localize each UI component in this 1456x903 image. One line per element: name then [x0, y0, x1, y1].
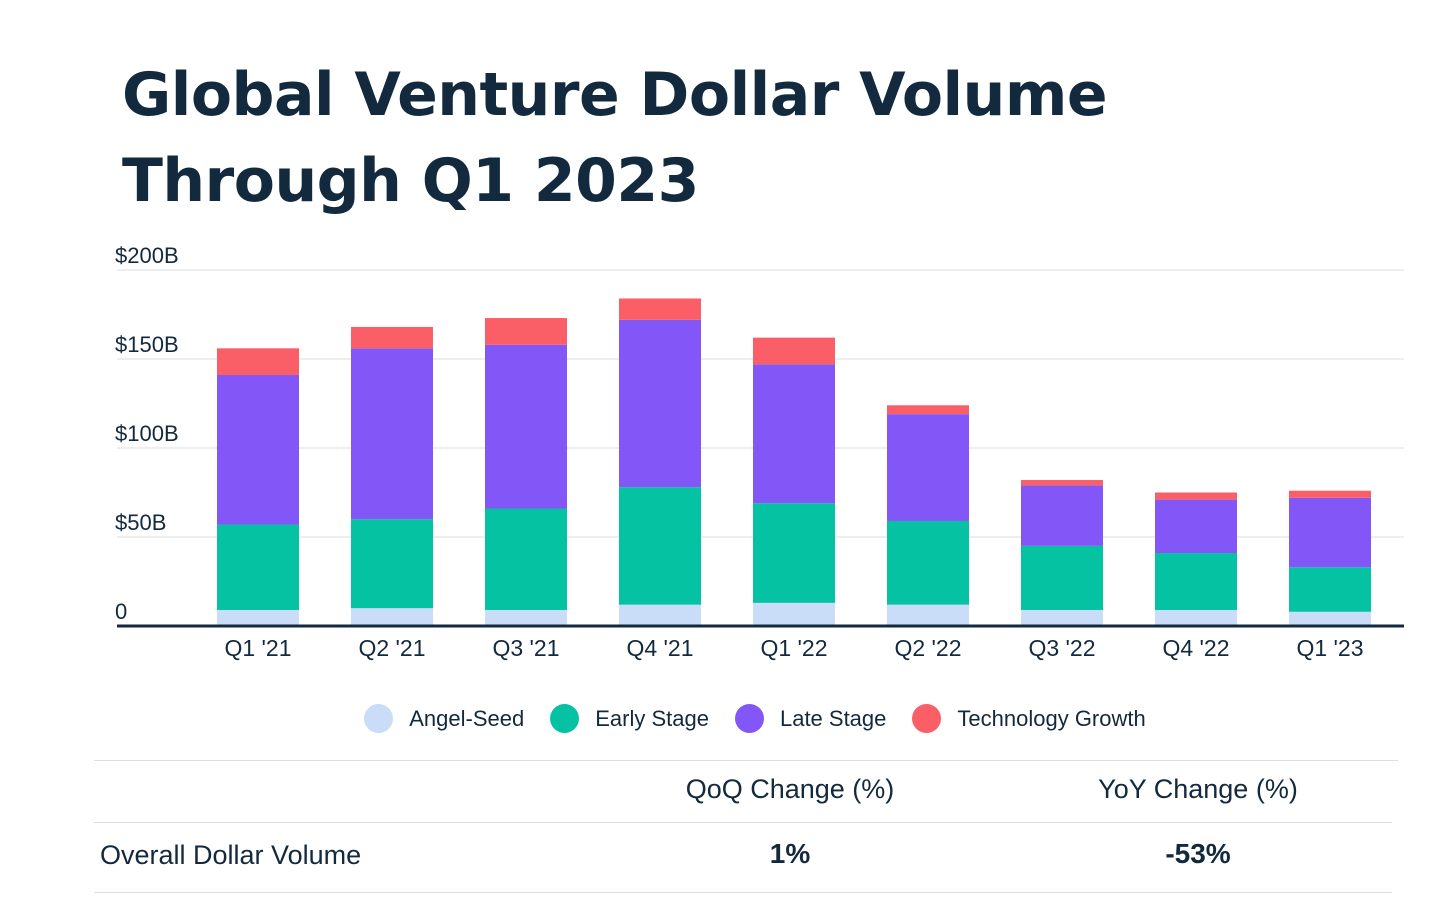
bar-technology-growth-q2-21: [351, 326, 433, 349]
bar-angel-seed-q2-21: [351, 608, 433, 626]
bar-late-stage-q2-21: [351, 348, 433, 520]
yoy-change-value: -53%: [1165, 838, 1231, 869]
table-header-rule: [94, 822, 1392, 823]
bar-stack-q4-22: [1155, 492, 1237, 626]
legend-label-late-stage: Late Stage: [779, 705, 887, 731]
x-tick-label-q3-22: Q3 '22: [1028, 635, 1095, 661]
bar-technology-growth-q4-21: [619, 298, 701, 320]
bar-technology-growth-q1-23: [1289, 490, 1371, 498]
bar-early-stage-q3-21: [485, 508, 567, 610]
bar-early-stage-q2-21: [351, 519, 433, 609]
bar-technology-growth-q3-22: [1021, 480, 1103, 486]
bar-stack-q1-23: [1289, 490, 1371, 626]
bar-stacks: [217, 298, 1371, 626]
bar-late-stage-q4-22: [1155, 499, 1237, 554]
bar-early-stage-q4-21: [619, 487, 701, 605]
legend-swatch-angel-seed: [364, 704, 394, 733]
bar-angel-seed-q1-21: [217, 609, 299, 626]
bar-technology-growth-q2-22: [887, 405, 969, 415]
legend-label-early-stage: Early Stage: [595, 705, 709, 731]
overall-dollar-volume-label: Overall Dollar Volume: [100, 840, 362, 870]
y-tick-label-0: 0: [115, 599, 127, 624]
bar-angel-seed-q3-22: [1021, 609, 1103, 626]
legend-swatch-technology-growth: [912, 704, 942, 733]
bar-angel-seed-q4-21: [619, 604, 701, 626]
bar-technology-growth-q4-22: [1155, 492, 1237, 500]
y-tick-label-100: $100B: [115, 421, 179, 446]
legend-item-technology-growth: Technology Growth: [912, 704, 1146, 733]
bar-angel-seed-q1-22: [753, 602, 835, 626]
x-tick-label-q1-23: Q1 '23: [1296, 635, 1363, 661]
bar-stack-q4-21: [619, 298, 701, 626]
legend-item-late-stage: Late Stage: [734, 704, 887, 733]
x-tick-label-q1-21: Q1 '21: [224, 635, 291, 661]
y-tick-label-200: $200B: [115, 243, 179, 268]
chart-legend: Angel-Seed Early Stage Late Stage Techno…: [0, 704, 1456, 733]
bar-early-stage-q2-22: [887, 520, 969, 605]
x-tick-label-q2-22: Q2 '22: [894, 635, 961, 661]
legend-item-early-stage: Early Stage: [550, 704, 709, 733]
y-tick-label-50: $50B: [115, 510, 166, 535]
bar-stack-q1-22: [753, 337, 835, 626]
bar-stack-q1-21: [217, 348, 299, 626]
legend-label-technology-growth: Technology Growth: [957, 705, 1146, 731]
bar-early-stage-q4-22: [1155, 553, 1237, 610]
bar-angel-seed-q2-22: [887, 604, 969, 626]
bar-early-stage-q3-22: [1021, 545, 1103, 610]
x-tick-label-q3-21: Q3 '21: [492, 635, 559, 661]
bar-technology-growth-q1-21: [217, 348, 299, 376]
bar-early-stage-q1-21: [217, 524, 299, 610]
y-tick-label-150: $150B: [115, 332, 179, 357]
x-tick-label-q2-21: Q2 '21: [358, 635, 425, 661]
yoy-column-header: YoY Change (%): [1098, 774, 1298, 804]
stacked-bar-chart: 0$50B$100B$150B$200B Q1 '21 Q2 '21 Q3 '21 Q…: [115, 243, 1404, 661]
x-tick-label-q4-22: Q4 '22: [1162, 635, 1229, 661]
bar-technology-growth-q3-21: [485, 318, 567, 345]
bar-angel-seed-q1-23: [1289, 611, 1371, 626]
bar-angel-seed-q3-21: [485, 609, 567, 626]
legend-label-angel-seed: Angel-Seed: [409, 705, 525, 731]
bar-late-stage-q1-21: [217, 375, 299, 525]
legend-item-angel-seed: Angel-Seed: [364, 704, 524, 733]
y-axis-tick-labels: 0 $50B $100B $150B $200B: [115, 243, 179, 624]
x-tick-label-q4-21: Q4 '21: [626, 635, 693, 661]
bar-technology-growth-q1-22: [753, 337, 835, 365]
bar-late-stage-q2-22: [887, 414, 969, 521]
bar-late-stage-q4-21: [619, 319, 701, 488]
table-top-rule: [94, 760, 1398, 761]
bar-early-stage-q1-23: [1289, 567, 1371, 612]
table-bottom-rule: [94, 892, 1392, 893]
x-axis-tick-labels: Q1 '21 Q2 '21 Q3 '21 Q4 '21 Q1 '22 Q2 '22 Q3 '…: [224, 635, 1363, 661]
bar-stack-q2-21: [351, 326, 433, 626]
bar-late-stage-q3-22: [1021, 485, 1103, 546]
bar-late-stage-q1-23: [1289, 497, 1371, 568]
bar-stack-q3-22: [1021, 480, 1103, 626]
qoq-change-value: 1%: [769, 838, 811, 869]
qoq-column-header: QoQ Change (%): [685, 774, 895, 804]
chart-title: Global Venture Dollar Volume Through Q1 …: [122, 60, 1108, 216]
bar-early-stage-q1-22: [753, 503, 835, 603]
bar-late-stage-q1-22: [753, 364, 835, 504]
bar-late-stage-q3-21: [485, 344, 567, 509]
bar-stack-q2-22: [887, 405, 969, 626]
legend-swatch-late-stage: [734, 704, 764, 733]
bar-stack-q3-21: [485, 318, 567, 626]
x-tick-label-q1-22: Q1 '22: [760, 635, 827, 661]
bar-angel-seed-q4-22: [1155, 609, 1237, 626]
legend-swatch-early-stage: [550, 704, 580, 733]
